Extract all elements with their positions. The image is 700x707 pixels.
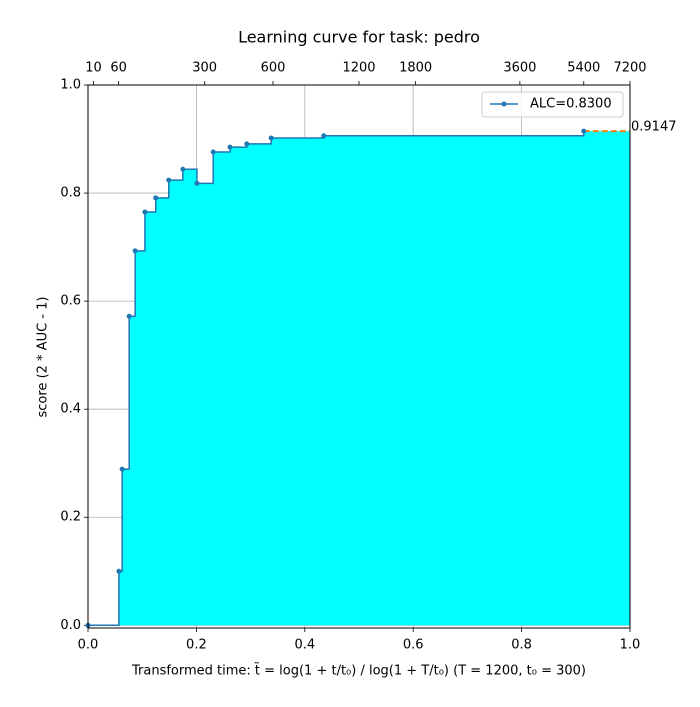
x-tick-label: 0.8: [511, 638, 532, 653]
plot-frame: [87, 84, 631, 629]
y-tick-label: 0.0: [60, 618, 81, 633]
point: [194, 180, 200, 186]
point: [119, 466, 125, 472]
point: [581, 128, 587, 134]
annotation: 0.9147: [631, 120, 677, 135]
legend: ALC=0.8300: [481, 91, 624, 118]
x-tick-label: 0.4: [294, 638, 315, 653]
x-tick-label: 1.0: [620, 638, 641, 653]
y-tick-label: 0.4: [60, 402, 81, 417]
legend-box: [481, 91, 624, 118]
top-x-tick-label: 300: [192, 61, 217, 76]
y-tick-label: 0.8: [60, 186, 81, 201]
point: [180, 166, 186, 172]
top-x-tick-label: 7200: [613, 61, 646, 76]
point: [142, 209, 148, 215]
point: [227, 144, 233, 150]
top-x-tick-label: 10: [85, 61, 102, 76]
area-fill: [88, 131, 630, 626]
point: [153, 195, 159, 201]
point: [126, 313, 132, 319]
y-tick-label: 0.2: [60, 510, 81, 525]
top-x-tick-label: 3600: [503, 61, 536, 76]
point: [166, 177, 172, 183]
point: [244, 141, 250, 147]
top-x-tick-label: 1200: [342, 61, 375, 76]
point: [116, 568, 122, 574]
top-x-tick-label: 600: [261, 61, 286, 76]
legend-label: ALC=0.8300: [530, 97, 612, 112]
legend-marker: [501, 101, 507, 107]
top-x-tick-label: 1800: [399, 61, 432, 76]
x-axis-label: Transformed time: t̃ = log(1 + t/t₀) / l…: [131, 663, 586, 678]
y-axis-label: score (2 * AUC - 1): [36, 297, 51, 418]
y-tick-label: 1.0: [60, 78, 81, 93]
point: [268, 135, 274, 141]
step-line: [88, 131, 585, 627]
top-x-tick-label: 60: [110, 61, 127, 76]
top-x-tick-label: 5400: [567, 61, 600, 76]
x-tick-label: 0.2: [186, 638, 207, 653]
y-tick-label: 0.6: [60, 294, 81, 309]
chart-title: Learning curve for task: pedro: [238, 28, 480, 47]
x-tick-label: 0.6: [403, 638, 424, 653]
x-tick-label: 0.0: [78, 638, 99, 653]
point: [132, 248, 138, 254]
point: [210, 149, 216, 155]
point: [321, 133, 327, 139]
